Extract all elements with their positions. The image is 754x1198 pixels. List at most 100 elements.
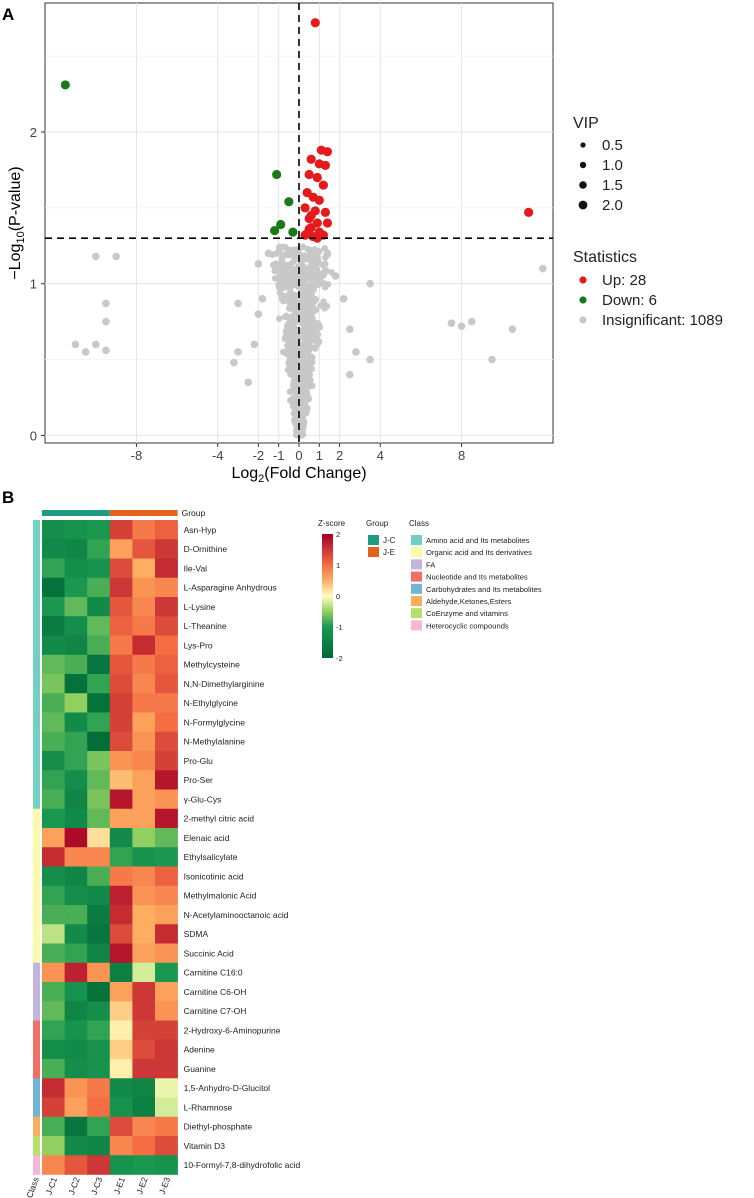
column-label: J-E1 [112, 1176, 127, 1196]
insignificant-point [319, 261, 327, 269]
heatmap-cell [132, 1001, 156, 1021]
heatmap-cell [109, 751, 133, 771]
heatmap-cell [64, 751, 88, 771]
insignificant-point [310, 298, 318, 305]
heatmap-cell [64, 1078, 88, 1098]
insignificant-point [282, 273, 289, 281]
x-tick-label: 0 [295, 448, 302, 463]
stat-legend-dot [579, 276, 587, 284]
insignificant-point [289, 315, 296, 323]
heatmap-cell [87, 1020, 111, 1041]
class-cell [33, 1078, 40, 1098]
heatmap-cell [132, 751, 156, 771]
insignificant-point [71, 340, 80, 349]
vip-legend-dot [580, 142, 586, 148]
insignificant-point [230, 358, 238, 367]
up-point [320, 207, 331, 217]
volcano-y-label: −Log10(P-value) [7, 166, 27, 279]
class-cell [33, 1039, 40, 1060]
column-label: J-C2 [66, 1176, 82, 1197]
heatmap-cell [87, 924, 111, 944]
up-point [320, 160, 331, 170]
heatmap-cell [42, 616, 65, 636]
heatmap-cell [42, 693, 65, 713]
heatmap-cell [155, 751, 178, 771]
heatmap-cell [109, 1116, 133, 1137]
row-label: Carnitine C7-OH [184, 1006, 247, 1016]
class-cell [33, 1001, 40, 1021]
heatmap-cell [155, 943, 178, 964]
heatmap-cell [155, 866, 178, 887]
column-label: J-E3 [157, 1176, 172, 1196]
class-cell [33, 1136, 40, 1156]
heatmap-cell [132, 1155, 156, 1175]
heatmap-cell [109, 693, 133, 713]
heatmap-cell [42, 828, 65, 848]
heatmap-cell [64, 982, 88, 1002]
heatmap-cell [109, 770, 133, 790]
heatmap-cell [132, 1039, 156, 1060]
heatmap-cell [42, 808, 65, 829]
stat-legend-dot [579, 296, 587, 304]
insignificant-point [286, 388, 294, 396]
class-cell [33, 808, 40, 829]
insignificant-point [301, 334, 309, 342]
heatmap-cell [155, 712, 178, 733]
heatmap-cell [132, 674, 156, 694]
row-label: Pro-Ser [184, 775, 213, 785]
heatmap-cell [42, 674, 65, 694]
row-label: Methylmalonic Acid [184, 891, 257, 901]
insignificant-point [250, 340, 259, 349]
insignificant-point [290, 306, 298, 314]
insignificant-point [102, 346, 110, 355]
up-point [314, 195, 324, 205]
up-point [310, 18, 320, 28]
heatmap-cell [155, 1001, 178, 1021]
heatmap-cell [87, 1039, 111, 1060]
insignificant-point [286, 354, 294, 361]
heatmap-cell [155, 1059, 178, 1079]
heatmap-cell [109, 1039, 133, 1060]
heatmap-cell [64, 654, 88, 675]
x-tick-label: 8 [458, 448, 465, 463]
insignificant-point [302, 313, 310, 321]
heatmap-cell [64, 924, 88, 944]
insignificant-point [304, 376, 312, 384]
row-label: D-Ornithine [184, 544, 228, 554]
heatmap-cell [109, 905, 133, 925]
heatmap-cell [109, 1097, 133, 1118]
y-tick-label: 1 [30, 277, 37, 292]
row-label: Carnitine C16:0 [184, 968, 243, 978]
heatmap-cell [109, 1001, 133, 1021]
heatmap-cell [42, 520, 65, 540]
heatmap-cell [155, 1116, 178, 1137]
row-label: Elenaic acid [184, 833, 230, 843]
class-cell [33, 654, 40, 675]
heatmap-cell [87, 1001, 111, 1021]
heatmap-cell [109, 1155, 133, 1175]
insignificant-point [289, 394, 297, 402]
insignificant-point [299, 371, 306, 379]
insignificant-point [317, 302, 324, 309]
heatmap-cell [155, 905, 178, 925]
up-point [318, 180, 328, 190]
volcano-x-label: Log2(Fold Change) [231, 465, 366, 485]
row-label: N,N-Dimethylarginine [184, 679, 265, 689]
column-label: J-E2 [134, 1176, 149, 1196]
zscore-tick-label: -2 [336, 654, 343, 663]
heatmap-cell [132, 789, 156, 810]
heatmap-cell [64, 1020, 88, 1041]
group-legend-title: Group [366, 519, 389, 528]
vip-legend-label: 0.5 [602, 137, 623, 154]
down-point [284, 197, 294, 207]
heatmap-cell [109, 520, 133, 540]
heatmap-cell [64, 1136, 88, 1156]
insignificant-point [302, 306, 310, 313]
heatmap-cell [42, 847, 65, 867]
insignificant-point [321, 283, 329, 291]
heatmap-cell [42, 597, 65, 617]
heatmap-cell [42, 789, 65, 810]
insignificant-point [346, 325, 354, 334]
heatmap-cell [132, 1097, 156, 1118]
